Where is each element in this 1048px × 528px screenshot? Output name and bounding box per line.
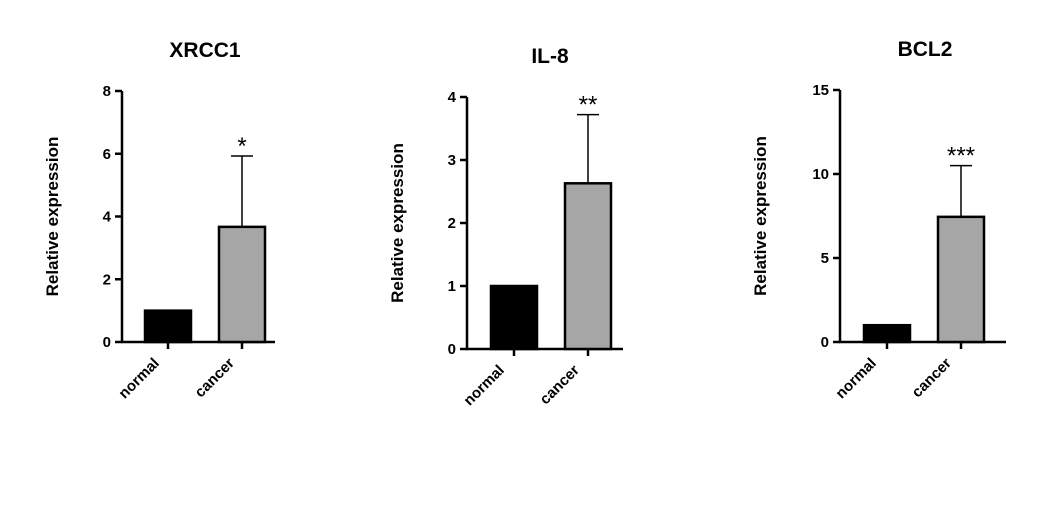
y-tick-label: 3 — [448, 152, 456, 169]
y-tick-label: 4 — [103, 209, 112, 226]
bar-cancer — [936, 215, 986, 344]
y-tick-label: 10 — [812, 166, 829, 183]
y-tick-label: 5 — [821, 250, 829, 267]
bar-normal — [143, 309, 193, 344]
bar-normal — [862, 323, 912, 344]
bar-cancer — [217, 225, 267, 344]
y-tick-label: 2 — [448, 215, 456, 232]
y-axis-title: Relative expression — [751, 136, 770, 296]
chart-panel-1: IL-8 Relative expression 0 1 2 3 4 normal cancer… — [388, 45, 623, 409]
y-tick-label: 0 — [821, 334, 829, 351]
chart-panel-0: XRCC1 Relative expression 0 2 4 6 8 normal cance… — [43, 39, 275, 402]
y-tick-label: 15 — [812, 82, 829, 99]
y-tick-label: 8 — [103, 83, 111, 100]
category-label-normal: normal — [460, 362, 507, 409]
y-tick-label: 0 — [103, 334, 111, 351]
chart-title: BCL2 — [898, 38, 953, 61]
chart-title: XRCC1 — [169, 39, 241, 62]
bar-normal — [489, 284, 539, 351]
y-axis-title: Relative expression — [388, 143, 407, 303]
category-label-normal: normal — [832, 355, 879, 402]
y-tick-label: 2 — [103, 271, 111, 288]
y-tick-label: 0 — [448, 341, 456, 358]
y-tick-label: 6 — [103, 146, 111, 163]
category-label-normal: normal — [115, 355, 162, 402]
significance-label: * — [237, 133, 246, 160]
category-label-cancer: cancer — [537, 362, 583, 408]
category-label-cancer: cancer — [192, 355, 238, 401]
y-tick-label: 1 — [448, 278, 456, 295]
chart-panel-2: BCL2 Relative expression 0 5 10 15 normal cance… — [751, 38, 1006, 402]
significance-label: *** — [947, 143, 975, 170]
chart-title: IL-8 — [531, 45, 569, 68]
y-tick-label: 4 — [448, 89, 457, 106]
significance-label: ** — [579, 92, 598, 119]
y-axis-title: Relative expression — [43, 137, 62, 297]
bar-cancer — [563, 182, 613, 351]
category-label-cancer: cancer — [909, 355, 955, 401]
